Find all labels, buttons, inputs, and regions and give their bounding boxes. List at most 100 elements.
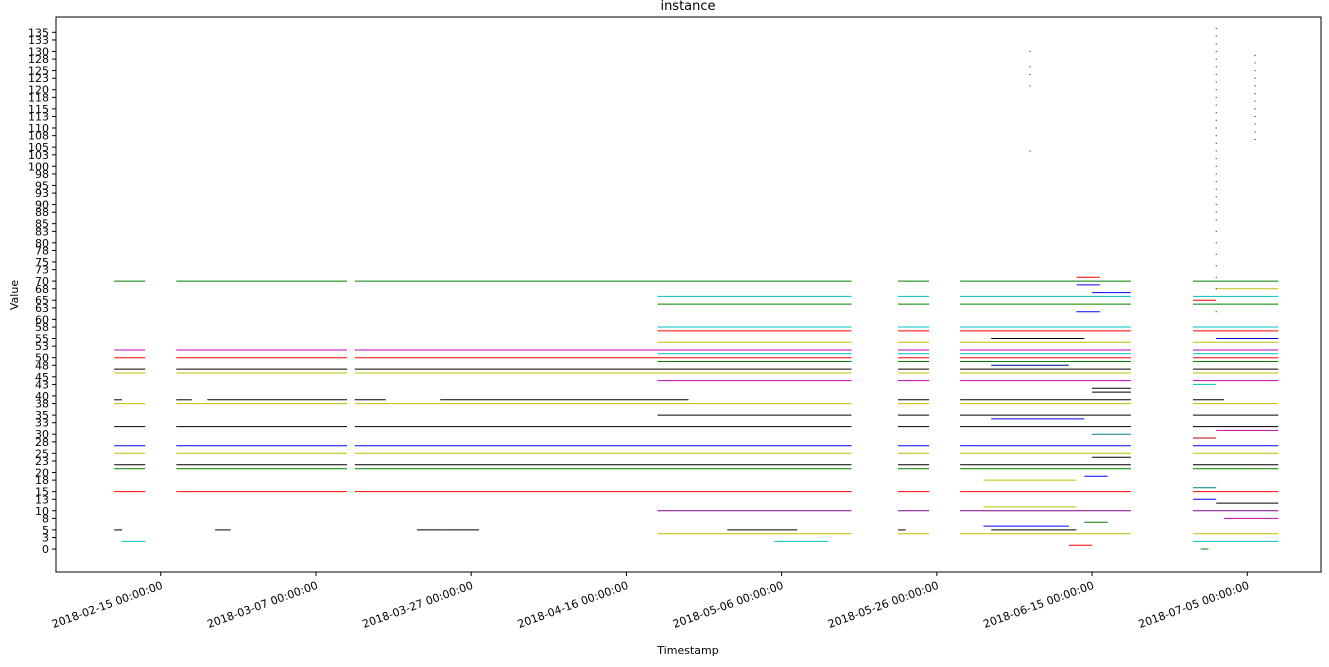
y-tick-label: 43: [35, 378, 49, 391]
y-tick-label: 90: [35, 199, 49, 212]
y-tick-label: 63: [35, 302, 49, 315]
data-point: [1215, 127, 1217, 129]
data-point: [1215, 253, 1217, 255]
data-point: [1215, 112, 1217, 114]
y-tick-label: 48: [35, 359, 49, 372]
data-point: [1215, 230, 1217, 232]
data-point: [1215, 211, 1217, 213]
data-point: [1215, 73, 1217, 75]
y-tick-label: 8: [42, 512, 49, 525]
data-point: [1215, 135, 1217, 137]
data-point: [1215, 58, 1217, 60]
data-point: [1029, 85, 1031, 87]
data-point: [1215, 50, 1217, 52]
y-tick-label: 58: [35, 321, 49, 334]
y-tick-label: 115: [28, 103, 49, 116]
y-tick-label: 35: [35, 409, 49, 422]
y-tick-label: 50: [35, 352, 49, 365]
data-point: [1254, 85, 1256, 87]
x-tick-label: 2018-02-15 00:00:00: [50, 579, 164, 631]
y-tick-label: 65: [35, 294, 49, 307]
y-tick-label: 93: [35, 187, 49, 200]
plot-area: [55, 16, 1322, 573]
y-tick-label: 5: [42, 524, 49, 537]
data-point: [1215, 81, 1217, 83]
x-tick-label: 2018-05-26 00:00:00: [826, 579, 940, 631]
y-tick-label: 103: [28, 149, 49, 162]
y-tick-label: 15: [35, 486, 49, 499]
data-point: [1215, 288, 1217, 290]
x-tick-label: 2018-04-16 00:00:00: [516, 579, 630, 631]
data-point: [1215, 204, 1217, 206]
data-point: [1029, 50, 1031, 52]
y-tick-label: 130: [28, 45, 49, 58]
y-tick-label: 108: [28, 130, 49, 143]
y-tick-label: 100: [28, 160, 49, 173]
data-point: [1215, 265, 1217, 267]
data-point: [1254, 108, 1256, 110]
y-tick-label: 75: [35, 256, 49, 269]
y-tick-label: 83: [35, 225, 49, 238]
data-point: [1254, 131, 1256, 133]
x-tick-label: 2018-06-15 00:00:00: [981, 579, 1095, 631]
data-point: [1029, 73, 1031, 75]
x-tick-label: 2018-05-06 00:00:00: [671, 579, 785, 631]
y-tick-label: 3: [42, 532, 49, 545]
chart-title: instance: [660, 0, 715, 14]
data-point: [1254, 54, 1256, 56]
y-tick-label: 73: [35, 264, 49, 277]
y-tick-label: 55: [35, 333, 49, 346]
data-point: [1254, 116, 1256, 117]
y-tick-label: 68: [35, 283, 49, 296]
x-axis-label: Timestamp: [656, 644, 718, 657]
y-tick-label: 98: [35, 168, 49, 181]
data-point: [1215, 35, 1217, 37]
y-tick-label: 123: [28, 72, 49, 85]
data-point: [1029, 150, 1031, 152]
y-tick-label: 30: [35, 428, 49, 441]
data-point: [1215, 173, 1217, 175]
data-point: [1215, 181, 1217, 183]
y-tick-label: 0: [42, 543, 49, 556]
data-point: [1215, 66, 1217, 68]
x-axis: 2018-02-15 00:00:00 2018-03-07 00:00:00 20…: [50, 572, 1251, 631]
y-tick-label: 120: [28, 84, 49, 97]
y-tick-label: 28: [35, 436, 49, 449]
data-point: [1254, 70, 1256, 72]
y-tick-label: 105: [28, 141, 49, 154]
data-point: [1215, 311, 1217, 313]
data-point: [1215, 142, 1217, 144]
x-tick-label: 2018-03-07 00:00:00: [205, 579, 319, 631]
y-tick-label: 40: [35, 390, 49, 403]
data-point: [1254, 62, 1256, 64]
y-tick-label: 18: [35, 474, 49, 487]
y-tick-label: 113: [28, 111, 49, 124]
data-point: [1254, 123, 1256, 125]
y-axis-label: Value: [8, 280, 21, 310]
data-point: [1215, 150, 1217, 152]
y-tick-label: 45: [35, 371, 49, 384]
data-point: [1215, 158, 1217, 160]
y-tick-label: 135: [28, 26, 49, 39]
y-tick-label: 125: [28, 65, 49, 78]
y-tick-label: 70: [35, 275, 49, 288]
points-layer: [1029, 28, 1256, 313]
y-tick-label: 85: [35, 218, 49, 231]
y-tick-label: 25: [35, 447, 49, 460]
y-tick-label: 38: [35, 398, 49, 411]
x-tick-label: 2018-07-05 00:00:00: [1137, 579, 1251, 631]
data-point: [1215, 96, 1217, 98]
y-tick-label: 88: [35, 206, 49, 219]
data-point: [1215, 104, 1217, 106]
y-tick-label: 53: [35, 340, 49, 353]
y-tick-label: 13: [35, 493, 49, 506]
data-point: [1215, 188, 1217, 190]
data-point: [1215, 165, 1217, 167]
data-point: [1215, 242, 1217, 244]
data-point: [1029, 66, 1031, 68]
y-tick-label: 95: [35, 179, 49, 192]
data-point: [1254, 139, 1256, 140]
y-tick-label: 20: [35, 466, 49, 479]
data-point: [1254, 100, 1256, 102]
